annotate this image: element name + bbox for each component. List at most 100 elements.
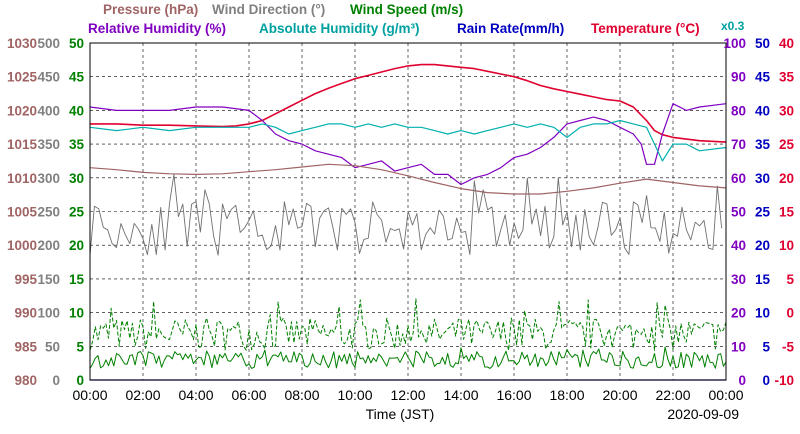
- x-tick-label: 08:00: [284, 387, 319, 403]
- x-tick-label: 20:00: [602, 387, 637, 403]
- tick-label-rain-rate: 15: [755, 272, 771, 287]
- tick-label-pressure: 980: [14, 373, 37, 388]
- tick-label-temperature: 40: [779, 36, 794, 51]
- tick-label-wind-direction: 150: [37, 272, 60, 287]
- tick-label-wind-direction: 50: [45, 339, 60, 354]
- tick-label-humidity: 70: [731, 137, 746, 152]
- x-tick-label: 04:00: [178, 387, 213, 403]
- tick-label-wind-direction: 0: [52, 373, 60, 388]
- tick-label-rain-rate: 10: [755, 306, 770, 321]
- tick-label-rain-rate: 35: [755, 137, 771, 152]
- tick-label-temperature: 15: [779, 205, 795, 220]
- tick-label-rain-rate: 20: [755, 238, 770, 253]
- tick-label-pressure: 1025: [7, 70, 38, 85]
- tick-label-temperature: 35: [779, 70, 795, 85]
- legend-relative-humidity: Relative Humidity (%): [88, 21, 226, 36]
- tick-label-humidity: 30: [731, 272, 746, 287]
- tick-label-pressure: 1030: [7, 36, 37, 51]
- tick-label-humidity: 10: [731, 339, 746, 354]
- legend-pressure: Pressure (hPa): [103, 2, 198, 17]
- tick-label-wind-speed: 45: [69, 70, 85, 85]
- tick-label-pressure: 1020: [7, 103, 37, 118]
- axis-labels: 1030102510201015101010051000995990985980…: [7, 36, 795, 403]
- x-tick-label: 14:00: [443, 387, 478, 403]
- tick-label-wind-speed: 0: [76, 373, 84, 388]
- x-tick-label: 00:00: [708, 387, 743, 403]
- tick-label-wind-direction: 350: [37, 137, 60, 152]
- tick-label-rain-rate: 25: [755, 205, 771, 220]
- series-line-absolute-humidity-g-m-: [89, 119, 727, 162]
- x-tick-label: 10:00: [337, 387, 372, 403]
- x-axis-title: Time (JST): [366, 406, 435, 422]
- x-tick-label: 06:00: [231, 387, 266, 403]
- tick-label-pressure: 1015: [7, 137, 38, 152]
- tick-label-pressure: 985: [14, 339, 37, 354]
- tick-label-rain-rate: 50: [755, 36, 770, 51]
- x-tick-label: 18:00: [549, 387, 584, 403]
- tick-label-wind-direction: 450: [37, 70, 60, 85]
- x-tick-label: 16:00: [496, 387, 531, 403]
- x-tick-label: 22:00: [655, 387, 690, 403]
- tick-label-humidity: 100: [723, 36, 746, 51]
- tick-label-pressure: 990: [14, 306, 37, 321]
- tick-label-wind-direction: 500: [37, 36, 60, 51]
- tick-label-humidity: 80: [731, 103, 746, 118]
- tick-label-rain-rate: 45: [755, 70, 771, 85]
- series-line-relative-humidity-: [89, 103, 727, 186]
- tick-label-rain-rate: 30: [755, 171, 770, 186]
- tick-label-wind-speed: 15: [69, 272, 85, 287]
- legend-wind-direction: Wind Direction (°): [212, 2, 325, 17]
- tick-label-wind-speed: 10: [69, 306, 84, 321]
- tick-label-temperature: 30: [779, 103, 794, 118]
- tick-label-temperature: -5: [782, 339, 794, 354]
- x-tick-label: 02:00: [125, 387, 160, 403]
- tick-label-humidity: 50: [731, 205, 746, 220]
- tick-label-humidity: 20: [731, 306, 746, 321]
- chart-date: 2020-09-09: [667, 406, 739, 422]
- legend-wind-speed: Wind Speed (m/s): [350, 2, 463, 17]
- tick-label-temperature: 20: [779, 171, 794, 186]
- legend-absolute-humidity: Absolute Humidity (g/m³): [259, 21, 420, 36]
- series-line-temperature-c-: [90, 63, 727, 143]
- tick-label-wind-direction: 200: [37, 238, 60, 253]
- tick-label-wind-speed: 20: [69, 238, 84, 253]
- tick-label-temperature: 0: [786, 306, 794, 321]
- tick-label-humidity: 90: [731, 70, 746, 85]
- tick-label-pressure: 1000: [7, 238, 37, 253]
- tick-label-humidity: 60: [731, 171, 746, 186]
- tick-label-wind-speed: 35: [69, 137, 85, 152]
- x-tick-label: 12:00: [390, 387, 425, 403]
- tick-label-pressure: 1010: [7, 171, 37, 186]
- tick-label-wind-speed: 50: [69, 36, 84, 51]
- tick-label-humidity: 0: [738, 373, 746, 388]
- series-line-pressure-hpa-: [89, 163, 727, 195]
- tick-label-wind-direction: 300: [37, 171, 60, 186]
- tick-label-wind-direction: 250: [37, 205, 60, 220]
- plot-frame: [89, 42, 727, 381]
- tick-label-rain-rate: 40: [755, 103, 770, 118]
- series-line-wind-direction-: [89, 173, 723, 256]
- tick-label-temperature: 5: [786, 272, 794, 287]
- tick-label-pressure: 995: [14, 272, 37, 287]
- x-tick-label: 00:00: [72, 387, 107, 403]
- tick-label-wind-speed: 30: [69, 171, 84, 186]
- tick-label-wind-direction: 100: [37, 306, 60, 321]
- series-line-wind-speed-max-m-s-: [89, 298, 727, 351]
- tick-label-wind-speed: 5: [76, 339, 84, 354]
- tick-label-temperature: 10: [779, 238, 794, 253]
- tick-label-rain-rate: 5: [762, 339, 770, 354]
- tick-label-pressure: 1005: [7, 205, 38, 220]
- scale-note: x0.3: [721, 19, 745, 33]
- legend-rain-rate: Rain Rate(mm/h): [457, 21, 564, 36]
- tick-label-wind-speed: 25: [69, 205, 85, 220]
- tick-label-humidity: 40: [731, 238, 746, 253]
- tick-label-temperature: 25: [779, 137, 795, 152]
- tick-label-temperature: -10: [774, 373, 794, 388]
- legend-temperature: Temperature (°C): [591, 21, 700, 36]
- tick-label-wind-direction: 400: [37, 103, 60, 118]
- series-line-wind-speed-m-s-: [89, 346, 727, 369]
- tick-label-rain-rate: 0: [762, 373, 770, 388]
- tick-label-wind-speed: 40: [69, 103, 84, 118]
